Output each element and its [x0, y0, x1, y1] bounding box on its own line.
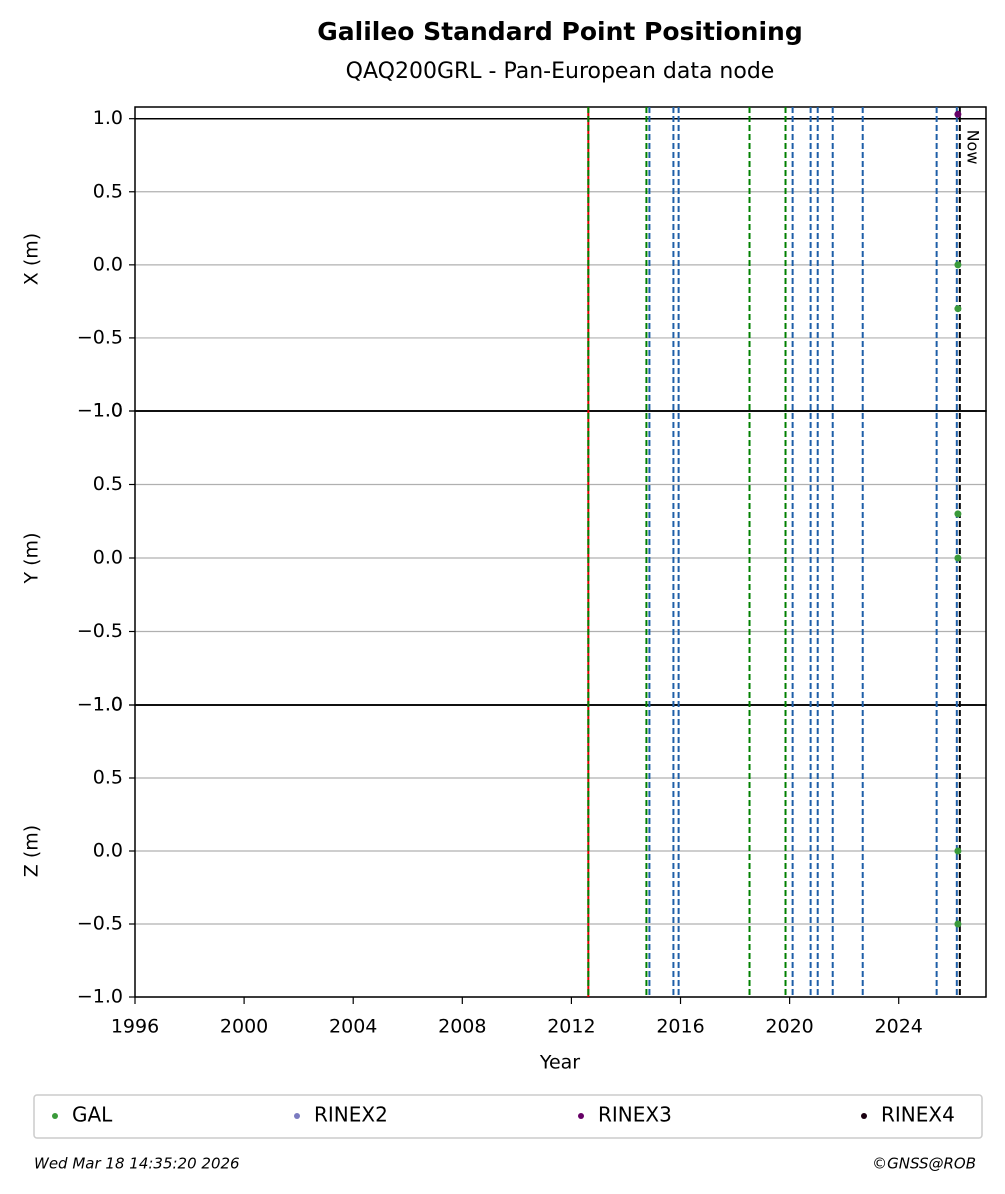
x-tick-label: 2024	[875, 1016, 923, 1038]
data-point	[954, 261, 962, 269]
y-tick-label: −1.0	[77, 400, 123, 422]
event-label: Now	[963, 130, 982, 165]
legend-marker	[861, 1113, 867, 1119]
legend-marker	[578, 1113, 584, 1119]
chart-subtitle: QAQ200GRL - Pan-European data node	[346, 59, 775, 84]
y-tick-label: 0.0	[93, 253, 123, 275]
y-tick-label: −0.5	[77, 620, 123, 642]
y-tick-label: −0.5	[77, 326, 123, 348]
x-tick-label: 2016	[656, 1016, 704, 1038]
y-tick-label: −1.0	[77, 694, 123, 716]
legend-label: RINEX2	[314, 1103, 388, 1127]
y-axis-label: Z (m)	[21, 825, 43, 877]
x-tick-label: 2004	[329, 1016, 377, 1038]
chart-title: Galileo Standard Point Positioning	[317, 17, 802, 46]
x-tick-label: 2008	[438, 1016, 486, 1038]
x-axis-label: Year	[539, 1052, 580, 1074]
y-axis-label: X (m)	[21, 233, 43, 285]
data-point	[954, 305, 962, 313]
y-tick-label: 0.5	[93, 767, 123, 789]
plot-frame	[134, 704, 987, 998]
y-tick-label: 0.5	[93, 180, 123, 202]
x-tick-label: 1996	[111, 1016, 159, 1038]
data-point	[954, 554, 962, 562]
data-point	[954, 847, 962, 855]
y-tick-label: 0.0	[93, 547, 123, 569]
y-tick-label: −1.0	[77, 986, 123, 1008]
plot-frame	[134, 106, 987, 412]
legend-marker	[52, 1113, 58, 1119]
data-point	[954, 110, 962, 118]
y-tick-label: 1.0	[93, 107, 123, 129]
x-tick-label: 2020	[765, 1016, 813, 1038]
y-tick-label: 1.0	[93, 400, 123, 422]
footer-credit: ©GNSS@ROB	[872, 1155, 976, 1173]
footer-date: Wed Mar 18 14:35:20 2026	[34, 1155, 240, 1173]
y-tick-label: 1.0	[93, 694, 123, 716]
x-tick-label: 2012	[547, 1016, 595, 1038]
legend	[33, 1094, 983, 1139]
legend-label: RINEX4	[881, 1103, 955, 1127]
data-point	[954, 920, 962, 928]
legend-marker	[294, 1113, 300, 1119]
x-tick-label: 2000	[220, 1016, 268, 1038]
legend-label: GAL	[72, 1103, 113, 1127]
y-axis-label: Y (m)	[21, 533, 43, 585]
legend-label: RINEX3	[598, 1103, 672, 1127]
y-tick-label: 0.5	[93, 473, 123, 495]
y-tick-label: 0.0	[93, 840, 123, 862]
data-point	[954, 510, 962, 518]
y-tick-label: −0.5	[77, 913, 123, 935]
